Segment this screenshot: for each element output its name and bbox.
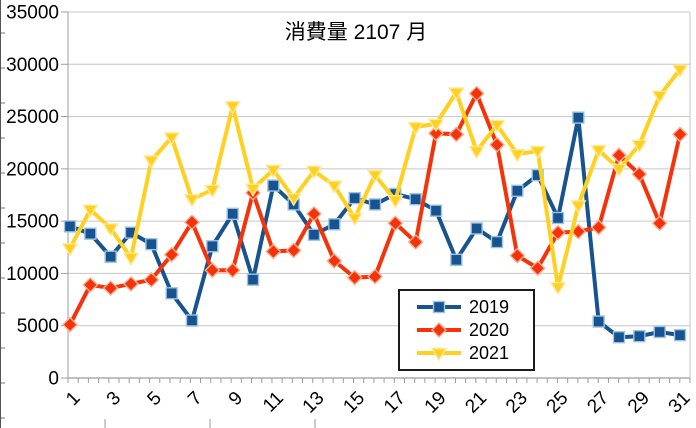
series-2019 [63,111,687,344]
chart-title: 消費量 2107 月 [284,21,428,44]
legend-marker-2019-icon [417,300,461,313]
svg-text:1: 1 [62,388,84,410]
svg-text:15: 15 [339,388,369,418]
svg-text:30000: 30000 [6,55,59,76]
svg-text:20000: 20000 [6,159,59,180]
svg-text:25000: 25000 [6,107,59,128]
left-frame-line [0,0,1,428]
legend-label: 2019 [469,296,510,317]
svg-text:10000: 10000 [6,264,59,285]
legend-label: 2020 [469,319,510,340]
legend-entry: 2021 [416,342,529,364]
svg-text:5000: 5000 [17,316,59,337]
svg-text:0: 0 [48,369,59,390]
svg-text:13: 13 [299,388,329,418]
legend-marker-2020-icon [417,321,461,338]
svg-text:15000: 15000 [6,212,59,233]
svg-text:21: 21 [461,388,491,418]
svg-text:27: 27 [583,388,613,418]
svg-text:11: 11 [259,388,288,417]
svg-text:17: 17 [380,388,410,418]
legend-label: 2021 [469,343,510,364]
y-axis-labels: 0 5000 10000 15000 20000 25000 30000 35000 [6,3,59,390]
legend: 2019 2020 2021 [398,289,535,371]
svg-text:31: 31 [665,388,695,418]
svg-text:5: 5 [144,388,166,410]
legend-entry: 2019 [416,296,529,318]
series-2021 [61,64,689,296]
svg-text:29: 29 [624,388,654,418]
svg-text:23: 23 [502,388,532,418]
svg-text:35000: 35000 [6,3,59,24]
svg-text:9: 9 [225,388,247,410]
series-2020 [62,85,688,333]
svg-text:7: 7 [184,388,206,410]
x-axis-labels: 1 3 5 7 9 11 13 15 17 19 21 23 25 27 29 31 [62,388,694,418]
svg-text:3: 3 [103,388,125,410]
legend-marker-2021-icon [417,348,461,362]
legend-entry: 2020 [416,319,529,341]
svg-text:19: 19 [421,388,451,418]
svg-text:25: 25 [543,388,573,418]
